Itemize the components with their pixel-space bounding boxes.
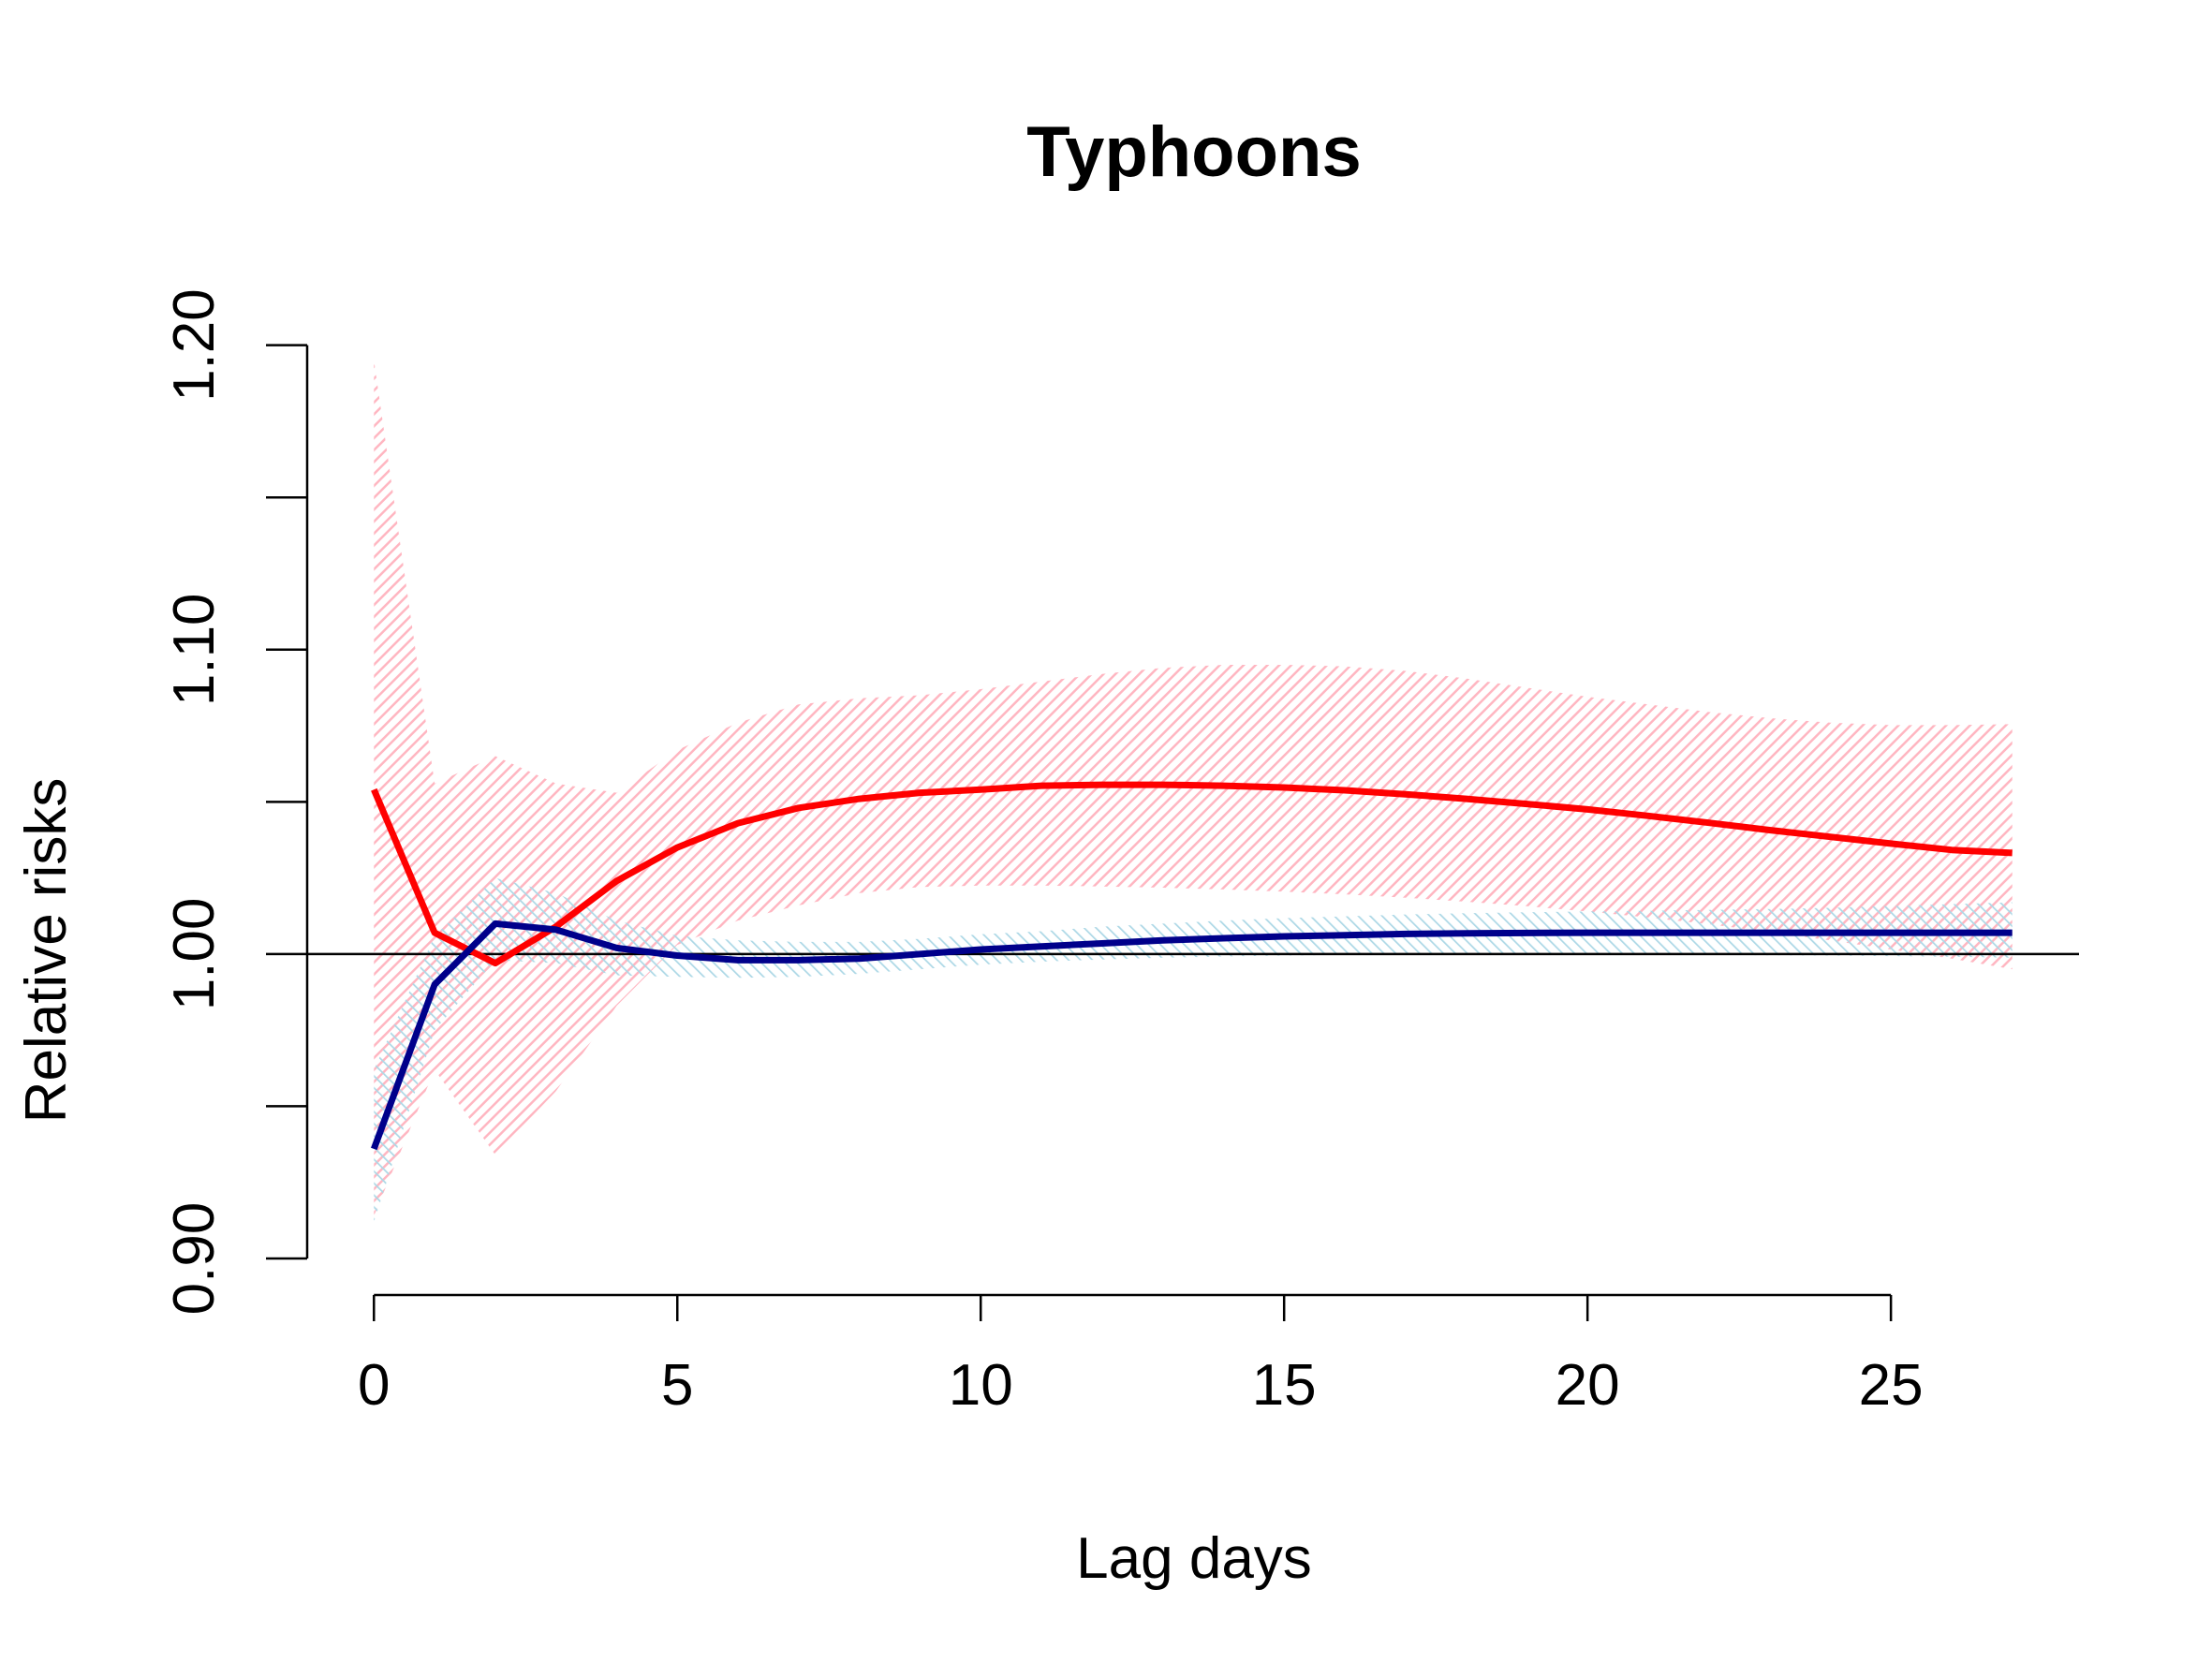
series-line-2 bbox=[371, 920, 2013, 1151]
y-tick-label: 1.20 bbox=[162, 288, 227, 402]
chart-title: Typhoons bbox=[1026, 112, 1361, 192]
y-axis: 0.90 1.00 1.10 1.20 bbox=[162, 288, 309, 1316]
x-tick-label: 25 bbox=[1859, 1353, 1924, 1418]
y-tick-label: 1.10 bbox=[162, 593, 227, 706]
x-axis-label: Lag days bbox=[1076, 1526, 1312, 1591]
x-tick-label: 15 bbox=[1252, 1353, 1317, 1418]
x-tick-label: 10 bbox=[949, 1353, 1013, 1418]
confidence-band-2 bbox=[374, 877, 2013, 1222]
series-lines bbox=[371, 781, 2013, 1151]
axes: 0.90 1.00 1.10 1.20 0 5 10 15 20 25 bbox=[162, 288, 1924, 1418]
x-tick-label: 5 bbox=[661, 1353, 693, 1418]
x-tick-label: 0 bbox=[358, 1353, 390, 1418]
y-axis-label: Relative risks bbox=[14, 778, 79, 1124]
confidence-bands bbox=[374, 360, 2013, 1222]
series-line-1 bbox=[371, 781, 2013, 967]
y-tick-label: 1.00 bbox=[162, 898, 227, 1011]
y-tick-label: 0.90 bbox=[162, 1202, 227, 1316]
x-tick-label: 20 bbox=[1556, 1353, 1620, 1418]
x-axis: 0 5 10 15 20 25 bbox=[358, 1293, 1924, 1418]
